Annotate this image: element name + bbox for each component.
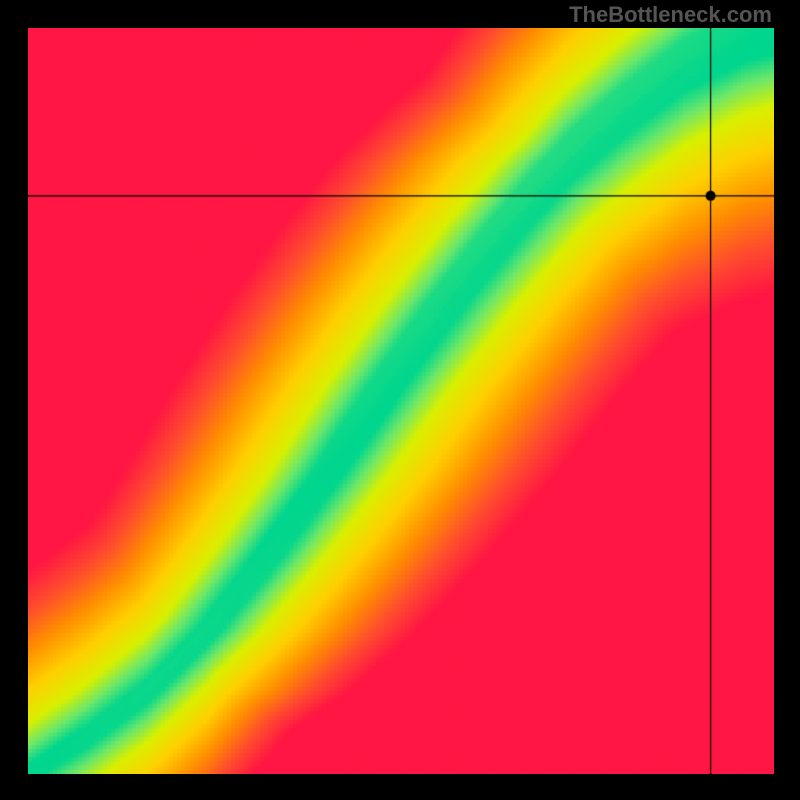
heatmap-plot (28, 28, 774, 774)
watermark-text: TheBottleneck.com (569, 2, 772, 28)
heatmap-canvas (28, 28, 774, 774)
